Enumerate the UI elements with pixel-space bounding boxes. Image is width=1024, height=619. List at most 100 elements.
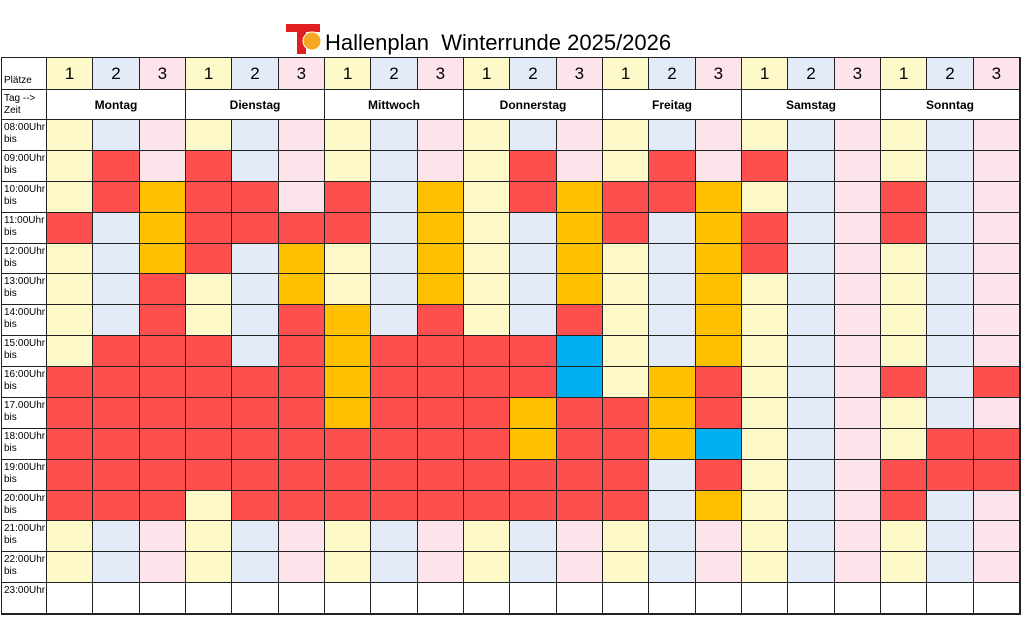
slot xyxy=(139,459,186,491)
cell-text: Zeit xyxy=(4,105,21,116)
court-number: 1 xyxy=(742,58,789,90)
cell-text: 1 xyxy=(481,63,492,83)
slot xyxy=(881,428,928,460)
slot xyxy=(139,428,186,460)
slot xyxy=(834,521,881,553)
slot xyxy=(325,490,372,522)
slot xyxy=(464,274,511,306)
slot xyxy=(186,367,233,398)
slot xyxy=(464,367,511,398)
slot xyxy=(93,305,140,337)
slot xyxy=(973,120,1020,151)
courts-label: Plätze xyxy=(2,58,47,90)
slot xyxy=(464,305,511,337)
cell-text: bis xyxy=(4,350,17,362)
slot xyxy=(556,490,603,522)
slot xyxy=(695,212,742,244)
slot xyxy=(93,428,140,460)
slot xyxy=(417,181,464,213)
slot xyxy=(93,120,140,151)
cell-text: Mittwoch xyxy=(368,97,420,112)
slot xyxy=(788,274,835,306)
slot xyxy=(603,397,650,429)
slot xyxy=(510,490,557,522)
table-frame xyxy=(1,57,1021,615)
slot xyxy=(927,397,974,429)
slot xyxy=(417,552,464,584)
slot xyxy=(232,181,279,213)
cell-text: 3 xyxy=(296,63,307,83)
slot xyxy=(834,428,881,460)
slot xyxy=(649,367,696,398)
slot xyxy=(464,583,511,614)
slot xyxy=(742,212,789,244)
slot xyxy=(325,367,372,398)
slot xyxy=(232,243,279,275)
slot xyxy=(510,181,557,213)
cell-text: bis xyxy=(4,535,17,547)
court-number: 3 xyxy=(834,58,881,90)
slot xyxy=(278,367,325,398)
cell-text: bis xyxy=(4,411,17,423)
logo xyxy=(286,24,322,54)
slot xyxy=(278,150,325,182)
slot xyxy=(603,336,650,367)
slot xyxy=(47,428,94,460)
cell-text: Donnerstag xyxy=(499,97,567,112)
slot xyxy=(510,120,557,151)
slot xyxy=(927,212,974,244)
slot xyxy=(186,397,233,429)
slot xyxy=(649,150,696,182)
slot xyxy=(232,367,279,398)
slot xyxy=(278,336,325,367)
slot xyxy=(788,459,835,491)
slot xyxy=(556,552,603,584)
cell-text: 19:00Uhr xyxy=(4,461,46,473)
slot xyxy=(649,552,696,584)
slot xyxy=(742,274,789,306)
slot xyxy=(556,181,603,213)
cell-text: 2 xyxy=(389,63,399,83)
slot xyxy=(371,120,418,151)
slot xyxy=(371,583,418,614)
cell-text: bis xyxy=(4,566,17,578)
slot xyxy=(973,552,1020,584)
slot xyxy=(742,150,789,182)
slot xyxy=(927,305,974,337)
slot xyxy=(139,397,186,429)
slot xyxy=(139,120,186,151)
slot xyxy=(325,397,372,429)
slot xyxy=(556,459,603,491)
slot xyxy=(695,552,742,584)
slot xyxy=(927,583,974,614)
cell-text: 21:00Uhr xyxy=(4,523,46,535)
slot xyxy=(556,336,603,367)
slot xyxy=(417,428,464,460)
slot xyxy=(603,490,650,522)
time-label: 14:00Uhr bis xyxy=(2,305,47,337)
slot xyxy=(927,274,974,306)
cell-text: 3 xyxy=(852,63,863,83)
slot xyxy=(232,490,279,522)
slot xyxy=(881,305,928,337)
slot xyxy=(927,120,974,151)
slot xyxy=(834,459,881,491)
slot xyxy=(139,274,186,306)
slot xyxy=(556,428,603,460)
court-number: 1 xyxy=(47,58,94,90)
slot xyxy=(371,274,418,306)
slot xyxy=(973,397,1020,429)
slot xyxy=(788,120,835,151)
slot xyxy=(47,397,94,429)
slot xyxy=(881,521,928,553)
slot xyxy=(881,367,928,398)
slot xyxy=(371,336,418,367)
slot xyxy=(93,583,140,614)
slot xyxy=(232,274,279,306)
slot xyxy=(139,181,186,213)
cell-text: 13:00Uhr xyxy=(4,276,46,288)
slot xyxy=(603,459,650,491)
slot xyxy=(510,583,557,614)
slot xyxy=(742,243,789,275)
cell-text: 1 xyxy=(64,63,75,83)
